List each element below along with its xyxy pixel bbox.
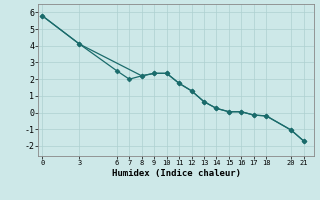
X-axis label: Humidex (Indice chaleur): Humidex (Indice chaleur): [111, 169, 241, 178]
